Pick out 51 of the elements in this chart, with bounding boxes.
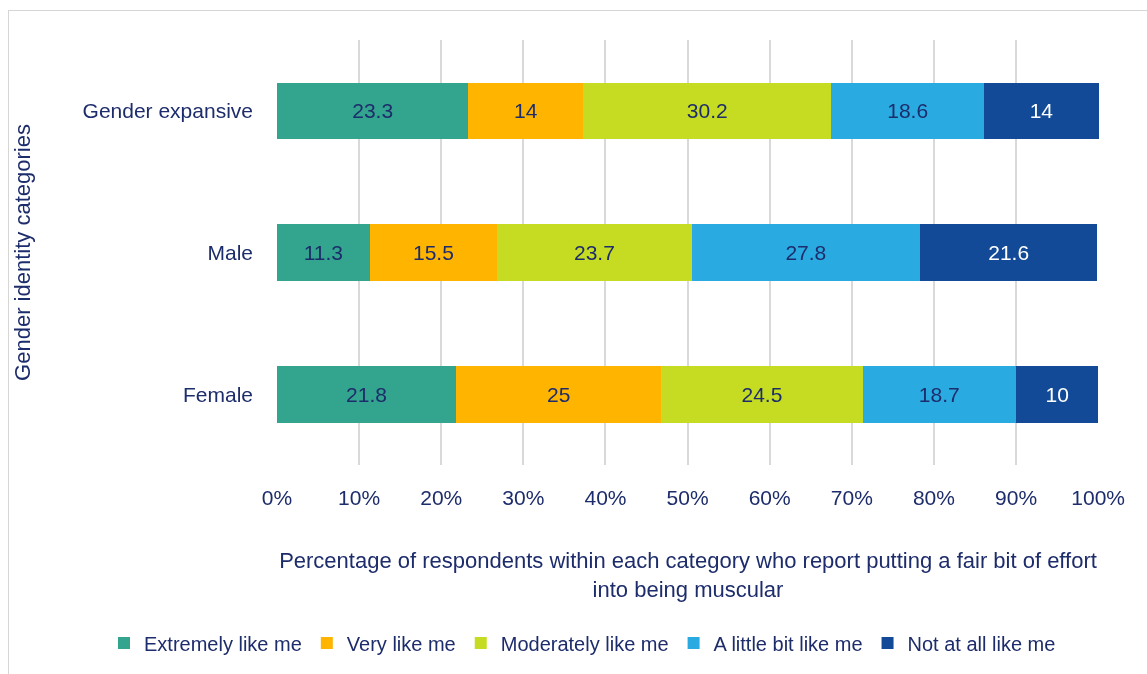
data-label: 23.3 bbox=[352, 99, 394, 123]
bar bbox=[691, 224, 920, 281]
data-label: 27.8 bbox=[785, 241, 827, 264]
data-label: 30.2 bbox=[686, 99, 728, 123]
data-label: 14 bbox=[513, 99, 538, 123]
x-tick-label: 70% bbox=[830, 486, 873, 509]
x-axis-title: Percentage of respondents within each category who report putting a fair bit of effort into being muscular bbox=[279, 547, 1097, 602]
x-tick-label: 10% bbox=[338, 486, 381, 509]
bar bbox=[277, 224, 370, 281]
bar bbox=[369, 224, 498, 281]
bar bbox=[831, 82, 985, 140]
x-tick-label: 50% bbox=[666, 486, 709, 509]
data-label: 14 bbox=[1029, 99, 1054, 123]
bar bbox=[661, 365, 863, 423]
bar bbox=[277, 365, 457, 423]
x-tick-label: 100% bbox=[1071, 486, 1126, 509]
y-tick-label: Gender expansive bbox=[82, 99, 253, 123]
bar bbox=[919, 224, 1098, 281]
legend-label: Moderately like me bbox=[500, 632, 669, 655]
data-label: 23.7 bbox=[573, 241, 615, 264]
data-label: 10 bbox=[1045, 382, 1069, 406]
data-label: 11.3 bbox=[303, 241, 344, 264]
data-label: 25 bbox=[546, 382, 571, 406]
bar bbox=[1016, 365, 1099, 423]
bar bbox=[583, 82, 832, 140]
bar bbox=[468, 82, 584, 140]
x-tick-label: 80% bbox=[912, 486, 955, 509]
y-tick-label: Female bbox=[182, 382, 253, 406]
bar bbox=[984, 82, 1099, 140]
data-label: 21.6 bbox=[988, 241, 1030, 264]
data-label: 18.7 bbox=[918, 382, 960, 406]
data-label: 15.5 bbox=[413, 241, 454, 264]
legend-label: Not at all like me bbox=[907, 632, 1056, 655]
legend-label: Very like me bbox=[346, 632, 456, 655]
bar bbox=[277, 82, 469, 140]
bar bbox=[456, 365, 662, 423]
bar bbox=[862, 365, 1017, 423]
legend-label: A little bit like me bbox=[713, 632, 863, 655]
bar bbox=[497, 224, 692, 281]
data-label: 21.8 bbox=[346, 382, 387, 406]
x-tick-label: 40% bbox=[584, 486, 627, 509]
x-tick-label: 60% bbox=[748, 486, 791, 509]
data-label: 18.6 bbox=[887, 99, 929, 123]
x-tick-label: 20% bbox=[420, 486, 463, 509]
x-tick-label: 30% bbox=[502, 486, 545, 509]
x-tick-label: 0% bbox=[261, 486, 293, 509]
y-tick-label: Male bbox=[207, 240, 253, 264]
x-tick-label: 90% bbox=[995, 486, 1038, 509]
legend-label: Extremely like me bbox=[144, 632, 302, 655]
y-axis-title: Gender identity categories bbox=[10, 124, 36, 381]
data-label: 24.5 bbox=[741, 382, 783, 406]
